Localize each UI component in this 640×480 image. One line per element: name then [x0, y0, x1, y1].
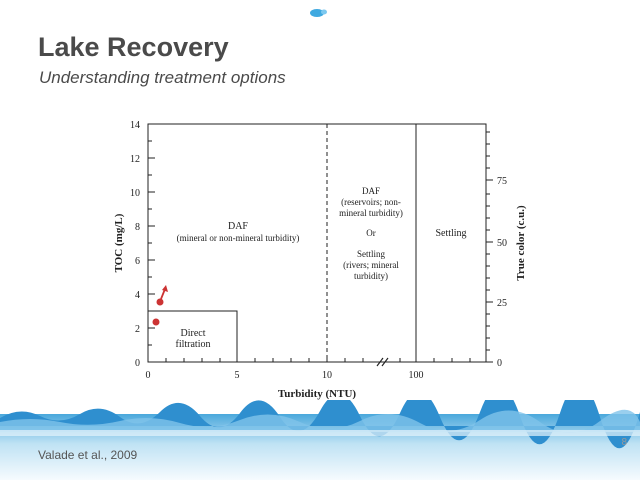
x-tick-label: 0: [146, 370, 151, 381]
y-tick-label: 8: [135, 222, 140, 233]
region-direct-label: Direct: [181, 328, 206, 339]
y-tick-label: 12: [130, 154, 140, 165]
region-middle-label: (reservoirs; non-: [341, 197, 401, 207]
data-point-marker: [152, 318, 160, 326]
axis-break-mark: [376, 357, 389, 367]
right-tick-label: 0: [497, 358, 502, 369]
data-point-marker: [156, 298, 164, 306]
right-tick-label: 75: [497, 176, 507, 187]
region-middle-label: Settling: [357, 249, 386, 259]
y-tick-label: 6: [135, 256, 140, 267]
treatment-selection-diagram: 0 2 4 6 8 10 12 14 TOC (mg/L) 0 5 10 100…: [113, 120, 527, 400]
y-tick-label: 10: [130, 188, 140, 199]
y-tick-label: 14: [130, 120, 140, 131]
region-middle-label: DAF: [362, 186, 380, 196]
x-tick-label: 5: [235, 370, 240, 381]
water-drop-logo-icon: [310, 9, 327, 17]
x-axis-label: Turbidity (NTU): [278, 388, 356, 400]
region-settling-label: Settling: [435, 228, 466, 239]
region-direct-label: filtration: [176, 339, 211, 350]
region-middle-label: turbidity): [354, 271, 388, 281]
y-tick-label: 4: [135, 290, 140, 301]
direct-filtration-boundary: [148, 310, 238, 362]
region-daf-label: (mineral or non-mineral turbidity): [177, 233, 300, 243]
region-middle-label: (rivers; mineral: [343, 260, 399, 270]
region-daf-label: DAF: [228, 221, 248, 232]
bottom-axis-ticks: [147, 355, 471, 362]
plot-frame: [147, 123, 487, 363]
page-number: 8: [621, 437, 627, 448]
trend-arrow-head: [162, 285, 168, 292]
water-wave-band: [0, 400, 640, 480]
x-tick-label: 100: [409, 370, 424, 381]
region-middle-label: mineral turbidity): [339, 208, 403, 218]
right-axis-ticks: [486, 131, 493, 363]
y-tick-label: 2: [135, 324, 140, 335]
right-axis-label: True color (c.u.): [515, 205, 527, 281]
region-middle-label: Or: [366, 228, 376, 238]
y-axis-label: TOC (mg/L): [113, 213, 125, 272]
x-tick-label: 10: [322, 370, 332, 381]
left-axis-ticks: [148, 123, 155, 363]
right-tick-label: 50: [497, 238, 507, 249]
y-tick-label: 0: [135, 358, 140, 369]
citation: Valade et al., 2009: [38, 448, 138, 462]
right-tick-label: 25: [497, 298, 507, 309]
slide-title: Lake Recovery: [38, 32, 229, 62]
slide-subtitle: Understanding treatment options: [39, 68, 286, 87]
